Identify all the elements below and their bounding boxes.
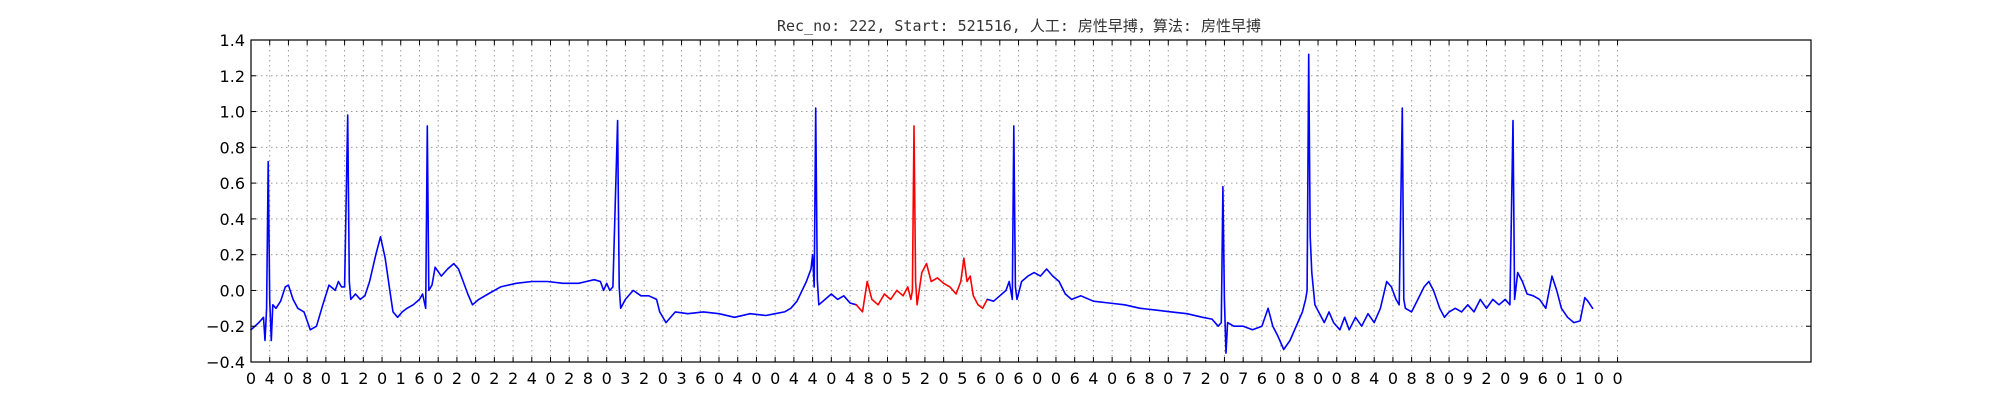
x-tick-label: 7	[1238, 369, 1248, 388]
x-tick-label: 0	[939, 369, 949, 388]
x-tick-label: 2	[452, 369, 462, 388]
x-tick-label: 0	[377, 369, 387, 388]
y-tick-label: 0.6	[220, 174, 245, 193]
x-tick-label: 0	[1276, 369, 1286, 388]
x-tick-label: 0	[1107, 369, 1117, 388]
x-tick-label: 4	[265, 369, 275, 388]
x-tick-label: 8	[1294, 369, 1304, 388]
x-tick-label: 4	[733, 369, 743, 388]
y-tick-label: 0.4	[220, 210, 245, 229]
x-tick-label: 4	[845, 369, 855, 388]
x-tick-label: 8	[1407, 369, 1417, 388]
x-tick-label: 0	[283, 369, 293, 388]
x-tick-label: 0	[545, 369, 555, 388]
x-tick-label: 9	[1519, 369, 1529, 388]
x-tick-label: 0	[433, 369, 443, 388]
x-tick-label: 8	[1350, 369, 1360, 388]
x-tick-label: 0	[1051, 369, 1061, 388]
y-tick-label: 0.2	[220, 246, 245, 265]
x-tick-label: 1	[340, 369, 350, 388]
x-tick-label: 0	[1556, 369, 1566, 388]
x-tick-label: 0	[1500, 369, 1510, 388]
x-tick-label: 2	[1481, 369, 1491, 388]
x-tick-label: 1	[1575, 369, 1585, 388]
x-tick-label: 0	[826, 369, 836, 388]
x-tick-label: 9	[1463, 369, 1473, 388]
x-tick-label: 0	[1612, 369, 1622, 388]
x-tick-label: 3	[676, 369, 686, 388]
x-tick-label: 5	[957, 369, 967, 388]
x-tick-label: 0	[1332, 369, 1342, 388]
x-tick-label: 0	[1032, 369, 1042, 388]
x-tick-label: 2	[564, 369, 574, 388]
x-tick-label: 0	[1219, 369, 1229, 388]
ecg-trace-segment	[986, 53, 1594, 354]
x-tick-label: 0	[658, 369, 668, 388]
x-tick-label: 0	[1444, 369, 1454, 388]
x-tick-label: 0	[882, 369, 892, 388]
x-tick-label: 4	[789, 369, 799, 388]
ecg-trace-segment	[250, 107, 858, 342]
chart-title: Rec_no: 222, Start: 521516, 人工: 房性早搏，算法:…	[777, 17, 1261, 35]
x-tick-label: 2	[489, 369, 499, 388]
x-tick-label: 6	[1126, 369, 1136, 388]
x-tick-label: 7	[1182, 369, 1192, 388]
y-tick-label: 0.8	[220, 138, 245, 157]
ecg-highlight-segment	[855, 125, 989, 313]
x-tick-label: 0	[714, 369, 724, 388]
x-tick-label: 6	[414, 369, 424, 388]
x-tick-label: 2	[358, 369, 368, 388]
x-tick-label: 2	[639, 369, 649, 388]
x-tick-label: 0	[471, 369, 481, 388]
x-tick-label: 6	[695, 369, 705, 388]
x-tick-label: 6	[1070, 369, 1080, 388]
x-tick-label: 6	[1013, 369, 1023, 388]
x-tick-label: 8	[1144, 369, 1154, 388]
series-group	[250, 53, 1594, 354]
x-tick-label: 2	[920, 369, 930, 388]
x-tick-label: 2	[508, 369, 518, 388]
x-tick-label: 4	[1369, 369, 1379, 388]
y-tick-label: 1.4	[220, 31, 245, 50]
x-tick-label: 6	[1257, 369, 1267, 388]
y-tick-label: −0.4	[206, 353, 245, 372]
x-tick-label: 4	[808, 369, 818, 388]
x-tick-label: 0	[751, 369, 761, 388]
x-tick-label: 0	[602, 369, 612, 388]
x-tick-label: 0	[1388, 369, 1398, 388]
y-tick-label: 0.0	[220, 281, 245, 300]
x-tick-label: 4	[1088, 369, 1098, 388]
x-tick-label: 1	[396, 369, 406, 388]
plot-frame	[250, 39, 1812, 363]
x-tick-label: 0	[770, 369, 780, 388]
y-tick-label: −0.2	[206, 317, 245, 336]
x-tick-label: 5	[901, 369, 911, 388]
x-tick-label: 0	[321, 369, 331, 388]
x-tick-label: 0	[1163, 369, 1173, 388]
x-tick-label: 6	[1538, 369, 1548, 388]
x-tick-label: 8	[1425, 369, 1435, 388]
x-tick-label: 8	[583, 369, 593, 388]
y-tick-label: 1.0	[220, 103, 245, 122]
x-tick-label: 3	[620, 369, 630, 388]
x-tick-label: 0	[246, 369, 256, 388]
grid-lines	[251, 39, 1811, 363]
x-tick-label: 0	[1594, 369, 1604, 388]
x-tick-label: 6	[976, 369, 986, 388]
x-tick-label: 8	[302, 369, 312, 388]
x-tick-label: 0	[995, 369, 1005, 388]
x-tick-label: 2	[1201, 369, 1211, 388]
y-tick-label: 1.2	[220, 67, 245, 86]
x-tick-label: 4	[527, 369, 537, 388]
x-tick-label: 0	[1313, 369, 1323, 388]
x-tick-label: 8	[864, 369, 874, 388]
y-axis: −0.4 −0.2 0.0 0.2 0.4 0.6 0.8 1.0 1.2 1.4	[206, 31, 1811, 372]
